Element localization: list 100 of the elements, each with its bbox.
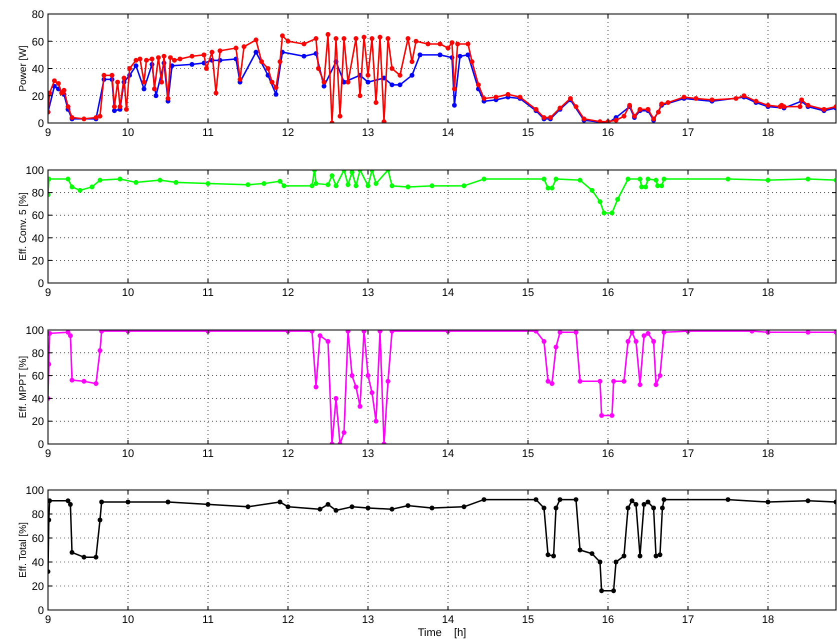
- x-tick-label: 17: [682, 127, 694, 139]
- point: [390, 183, 394, 188]
- y-axis-title: Eff. MPPT [%]: [18, 356, 29, 418]
- x-tick-label: 14: [442, 448, 454, 460]
- point: [634, 502, 638, 507]
- x-tick-label: 9: [44, 448, 52, 460]
- x-tick-label: 16: [602, 127, 614, 139]
- point: [68, 502, 73, 507]
- point: [282, 183, 286, 188]
- point: [766, 178, 770, 183]
- point: [206, 502, 210, 507]
- point: [638, 176, 642, 182]
- x-tick-label: 15: [522, 448, 534, 460]
- point: [615, 196, 620, 202]
- point: [206, 181, 210, 186]
- point: [310, 183, 314, 188]
- x-tick-label: 16: [602, 448, 614, 460]
- point: [482, 497, 486, 502]
- point: [542, 506, 546, 510]
- point: [614, 560, 618, 564]
- point: [550, 186, 554, 190]
- y-axis-title: Eff. Total [%]: [18, 522, 29, 578]
- point: [334, 508, 338, 513]
- y-tick-label: 100: [26, 325, 44, 337]
- y-tick-label: 20: [32, 255, 44, 268]
- point: [574, 497, 578, 502]
- x-tick-label: 16: [602, 287, 614, 299]
- point: [158, 178, 162, 183]
- point: [326, 182, 330, 188]
- point: [726, 176, 730, 182]
- point: [554, 506, 558, 510]
- x-tick-label: 15: [522, 127, 534, 139]
- point: [346, 182, 350, 188]
- point: [654, 178, 658, 183]
- x-tick-label: 11: [202, 127, 214, 139]
- x-tick-label: 16: [602, 614, 614, 626]
- x-tick-label: 18: [762, 614, 774, 626]
- point: [578, 548, 582, 552]
- point: [551, 554, 556, 558]
- y-tick-label: 40: [32, 232, 44, 245]
- point: [766, 500, 770, 504]
- point: [66, 498, 70, 504]
- x-tick-label: 11: [202, 448, 214, 460]
- point: [626, 176, 630, 182]
- y-tick-label: 0: [38, 118, 44, 130]
- x-tick-label: 13: [362, 614, 374, 626]
- y-tick-label: 40: [32, 393, 44, 406]
- point: [174, 180, 178, 185]
- point: [639, 184, 644, 190]
- y-tick-label: 100: [26, 485, 44, 497]
- point: [554, 176, 558, 182]
- point: [366, 183, 370, 188]
- point: [166, 500, 170, 504]
- x-tick-label: 10: [122, 127, 134, 139]
- x-tick-label: 14: [442, 127, 454, 139]
- point: [462, 504, 466, 510]
- y-tick-label: 0: [38, 605, 44, 617]
- point: [246, 182, 250, 188]
- point: [610, 210, 614, 216]
- y-tick-label: 20: [32, 416, 44, 428]
- point: [99, 500, 104, 504]
- x-tick-label: 9: [44, 127, 52, 139]
- x-tick-label: 18: [762, 127, 774, 139]
- point: [611, 588, 616, 594]
- x-tick-label: 10: [122, 614, 134, 626]
- point: [542, 176, 546, 182]
- point: [643, 184, 648, 190]
- x-tick-label: 13: [362, 448, 374, 460]
- x-tick-label: 17: [682, 287, 694, 299]
- point: [622, 554, 626, 558]
- x-tick-label: 11: [202, 287, 214, 299]
- point: [654, 554, 658, 558]
- point: [90, 184, 94, 190]
- point: [406, 184, 410, 190]
- x-tick-label: 12: [282, 614, 294, 626]
- x-tick-label: 13: [362, 127, 374, 139]
- point: [278, 178, 282, 184]
- point: [590, 551, 594, 556]
- point: [646, 176, 650, 182]
- point: [262, 181, 266, 186]
- x-tick-label: 17: [682, 614, 694, 626]
- x-tick-label: 14: [442, 614, 454, 626]
- x-tick-label: 9: [44, 614, 52, 626]
- point: [134, 180, 138, 185]
- y-tick-label: 20: [32, 581, 44, 593]
- y-tick-label: 60: [32, 210, 44, 222]
- point: [638, 554, 642, 558]
- x-tick-label: 10: [122, 287, 134, 299]
- x-tick-label: 15: [522, 614, 534, 626]
- x-tick-label: 14: [442, 287, 454, 299]
- point: [651, 506, 656, 510]
- point: [602, 210, 606, 216]
- point: [390, 506, 394, 512]
- point: [534, 497, 538, 502]
- point: [66, 176, 70, 182]
- point: [546, 552, 550, 558]
- point: [318, 506, 322, 512]
- point: [82, 554, 86, 560]
- y-tick-label: 80: [32, 9, 44, 21]
- point: [326, 502, 330, 507]
